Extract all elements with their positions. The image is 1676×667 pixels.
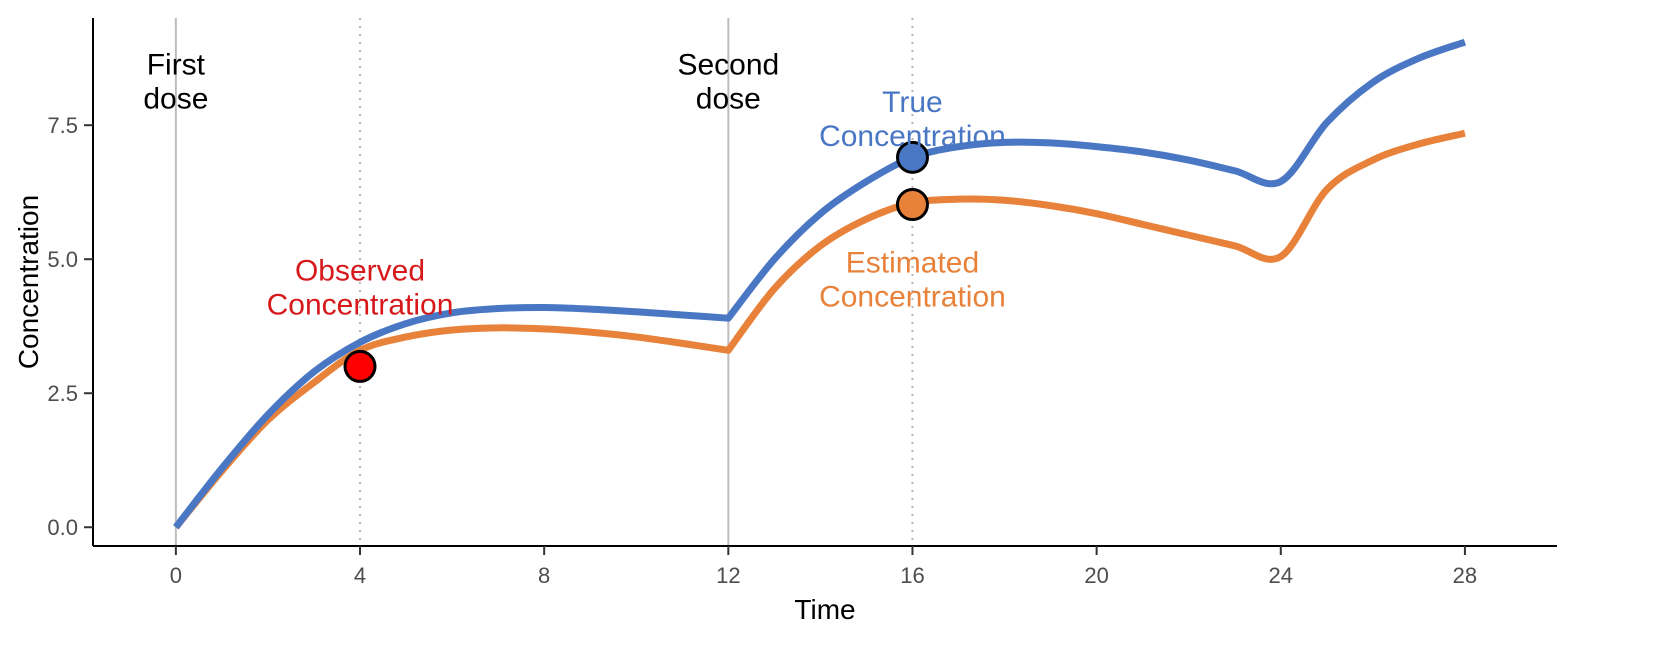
x-tick-label: 20 bbox=[1084, 563, 1108, 588]
annotation-estimated: Estimated Concentration bbox=[819, 247, 1006, 314]
axes bbox=[92, 18, 1557, 547]
series-estimated-concentration bbox=[173, 129, 1466, 530]
x-tick-label: 24 bbox=[1269, 563, 1293, 588]
x-tick-label: 8 bbox=[538, 563, 550, 588]
point-layer bbox=[343, 140, 929, 383]
y-tick-label: 0.0 bbox=[47, 515, 78, 540]
annotation-line: First bbox=[147, 48, 206, 81]
sample-lines bbox=[359, 18, 914, 546]
y-ticks: 0.0 2.5 5.0 7.5 bbox=[47, 113, 93, 540]
annotation-line: True bbox=[882, 86, 943, 119]
annotation-second: Second dose bbox=[677, 48, 779, 115]
x-tick-label: 16 bbox=[900, 563, 924, 588]
point-observed-concentration bbox=[343, 349, 377, 383]
series-true-concentration bbox=[173, 38, 1467, 530]
x-tick-label: 4 bbox=[354, 563, 366, 588]
x-tick-label: 0 bbox=[170, 563, 182, 588]
series-layer bbox=[173, 38, 1467, 530]
annotation-line: dose bbox=[143, 82, 208, 115]
y-tick-label: 5.0 bbox=[47, 247, 78, 272]
x-axis-title: Time bbox=[794, 594, 855, 625]
annotation-line: Second bbox=[677, 48, 779, 81]
y-tick-label: 2.5 bbox=[47, 381, 78, 406]
annotation-line: Observed bbox=[295, 255, 425, 288]
point-true-concentration bbox=[895, 140, 929, 174]
annotation-line: dose bbox=[696, 82, 761, 115]
annotation-line: Concentration bbox=[819, 281, 1006, 314]
x-ticks: 0 4 8 12 16 20 24 28 bbox=[170, 546, 1477, 588]
y-tick-label: 7.5 bbox=[47, 113, 78, 138]
x-tick-label: 28 bbox=[1453, 563, 1477, 588]
annotation-line: Concentration bbox=[819, 120, 1006, 153]
annotation-observed: Observed Concentration bbox=[267, 255, 454, 322]
y-axis-title: Concentration bbox=[13, 195, 44, 369]
annotation-line: Concentration bbox=[267, 289, 454, 322]
dose-lines bbox=[174, 18, 730, 546]
x-tick-label: 12 bbox=[716, 563, 740, 588]
annotation-line: Estimated bbox=[846, 247, 979, 280]
annotation-true: True Concentration bbox=[819, 86, 1006, 153]
annotation-first: First dose bbox=[143, 48, 208, 115]
point-estimated-concentration bbox=[895, 188, 929, 222]
